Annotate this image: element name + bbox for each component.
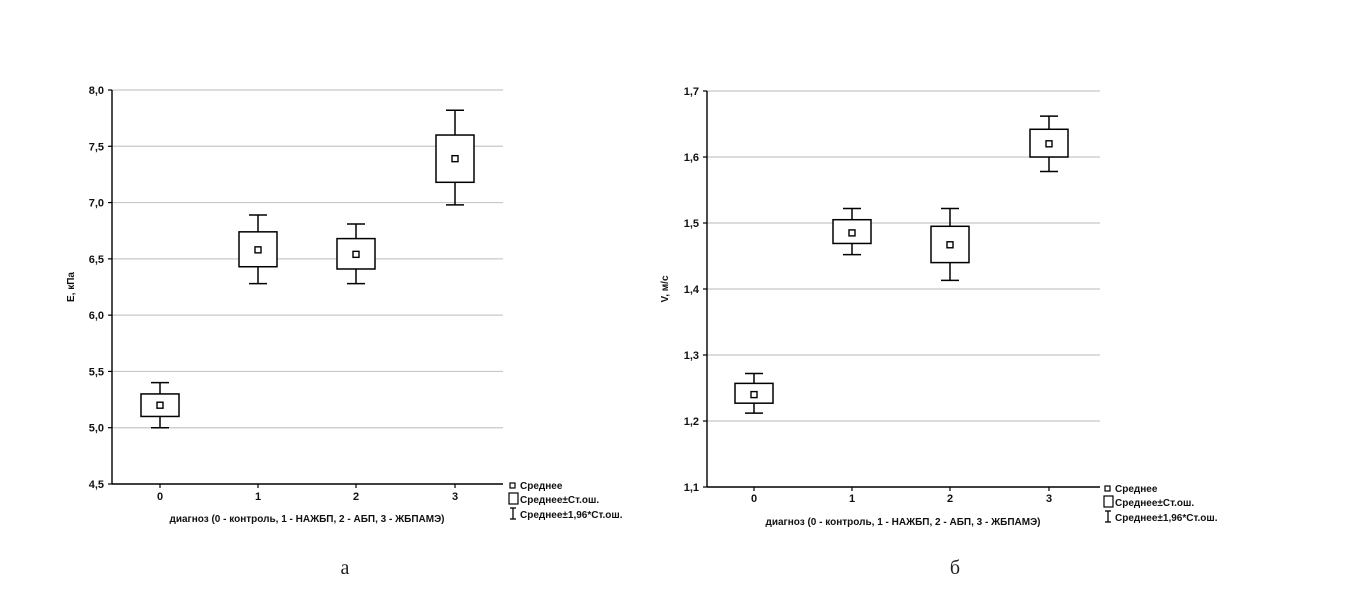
y-axis-title: V, м/с bbox=[660, 275, 671, 302]
y-tick-label: 1,4 bbox=[684, 284, 700, 296]
legend-label-se: Среднее±Ст.ош. bbox=[520, 495, 599, 506]
y-axis-title: E, кПа bbox=[66, 272, 77, 302]
y-tick-label: 7,0 bbox=[89, 198, 104, 210]
x-tick-label: 1 bbox=[255, 491, 261, 503]
y-tick-label: 6,0 bbox=[89, 310, 104, 322]
y-tick-label: 5,0 bbox=[89, 423, 104, 435]
chart-panel-1: 1,1 1,2 1,3 1,4 1,5 1,6 1,7 0 1 2 3 V, м/с диагноз (… bbox=[660, 86, 1218, 579]
box-0 bbox=[734, 372, 774, 414]
y-tick-label: 1,2 bbox=[684, 416, 699, 428]
mean-marker bbox=[451, 154, 459, 163]
legend-mean-symbol bbox=[509, 482, 516, 489]
mean-marker bbox=[946, 241, 954, 249]
y-tick-label: 4,5 bbox=[89, 479, 104, 491]
box-3 bbox=[435, 109, 475, 206]
x-tick-label: 2 bbox=[947, 493, 953, 505]
box-2 bbox=[930, 207, 970, 282]
x-tick-label: 0 bbox=[751, 493, 757, 505]
box-1 bbox=[832, 207, 872, 256]
y-tick-label: 7,5 bbox=[89, 141, 104, 153]
x-tick-label: 1 bbox=[849, 493, 855, 505]
box-1 bbox=[238, 214, 278, 285]
y-tick-label: 8,0 bbox=[89, 85, 104, 97]
box-2 bbox=[336, 223, 376, 285]
box-0 bbox=[140, 381, 180, 429]
chart-panel-0: 4,5 5,0 5,5 6,0 6,5 7,0 7,5 8,0 0 1 2 3 E, кПа диагно… bbox=[66, 85, 623, 579]
legend-box-symbol bbox=[1103, 495, 1114, 508]
x-tick-label: 2 bbox=[353, 491, 359, 503]
panel-label: б bbox=[950, 557, 960, 579]
y-tick-label: 5,5 bbox=[89, 366, 104, 378]
legend-label-ci: Среднее±1,96*Ст.ош. bbox=[520, 510, 623, 521]
mean-marker bbox=[848, 229, 856, 237]
x-axis-title: диагноз (0 - контроль, 1 - НАЖБП, 2 - АБ… bbox=[169, 514, 444, 525]
legend-mean-symbol bbox=[1104, 485, 1111, 492]
y-tick-label: 6,5 bbox=[89, 254, 104, 266]
legend-label-mean: Среднее bbox=[520, 481, 563, 492]
y-tick-label: 1,1 bbox=[684, 482, 699, 494]
mean-marker bbox=[352, 250, 360, 259]
y-tick-label: 1,3 bbox=[684, 350, 699, 362]
mean-marker bbox=[750, 390, 758, 399]
legend-label-mean: Среднее bbox=[1115, 484, 1158, 495]
mean-marker bbox=[156, 401, 164, 409]
legend: Среднее Среднее±Ст.ош. Среднее±1,96*Ст.ош. bbox=[1103, 484, 1218, 524]
panel-label: а bbox=[341, 557, 350, 579]
y-tick-label: 1,6 bbox=[684, 152, 699, 164]
mean-marker bbox=[1045, 140, 1053, 148]
x-tick-label: 3 bbox=[452, 491, 458, 503]
legend-label-se: Среднее±Ст.ош. bbox=[1115, 498, 1194, 509]
mean-marker bbox=[254, 246, 262, 254]
x-axis-title: диагноз (0 - контроль, 1 - НАЖБП, 2 - АБ… bbox=[765, 517, 1040, 528]
legend-label-ci: Среднее±1,96*Ст.ош. bbox=[1115, 513, 1218, 524]
box-3 bbox=[1029, 115, 1069, 173]
y-tick-label: 1,5 bbox=[684, 218, 699, 230]
y-tick-label: 1,7 bbox=[684, 86, 699, 98]
legend: Среднее Среднее±Ст.ош. Среднее±1,96*Ст.ош. bbox=[508, 481, 623, 521]
x-tick-label: 0 bbox=[157, 491, 163, 503]
x-tick-label: 3 bbox=[1046, 493, 1052, 505]
legend-box-symbol bbox=[508, 492, 519, 505]
